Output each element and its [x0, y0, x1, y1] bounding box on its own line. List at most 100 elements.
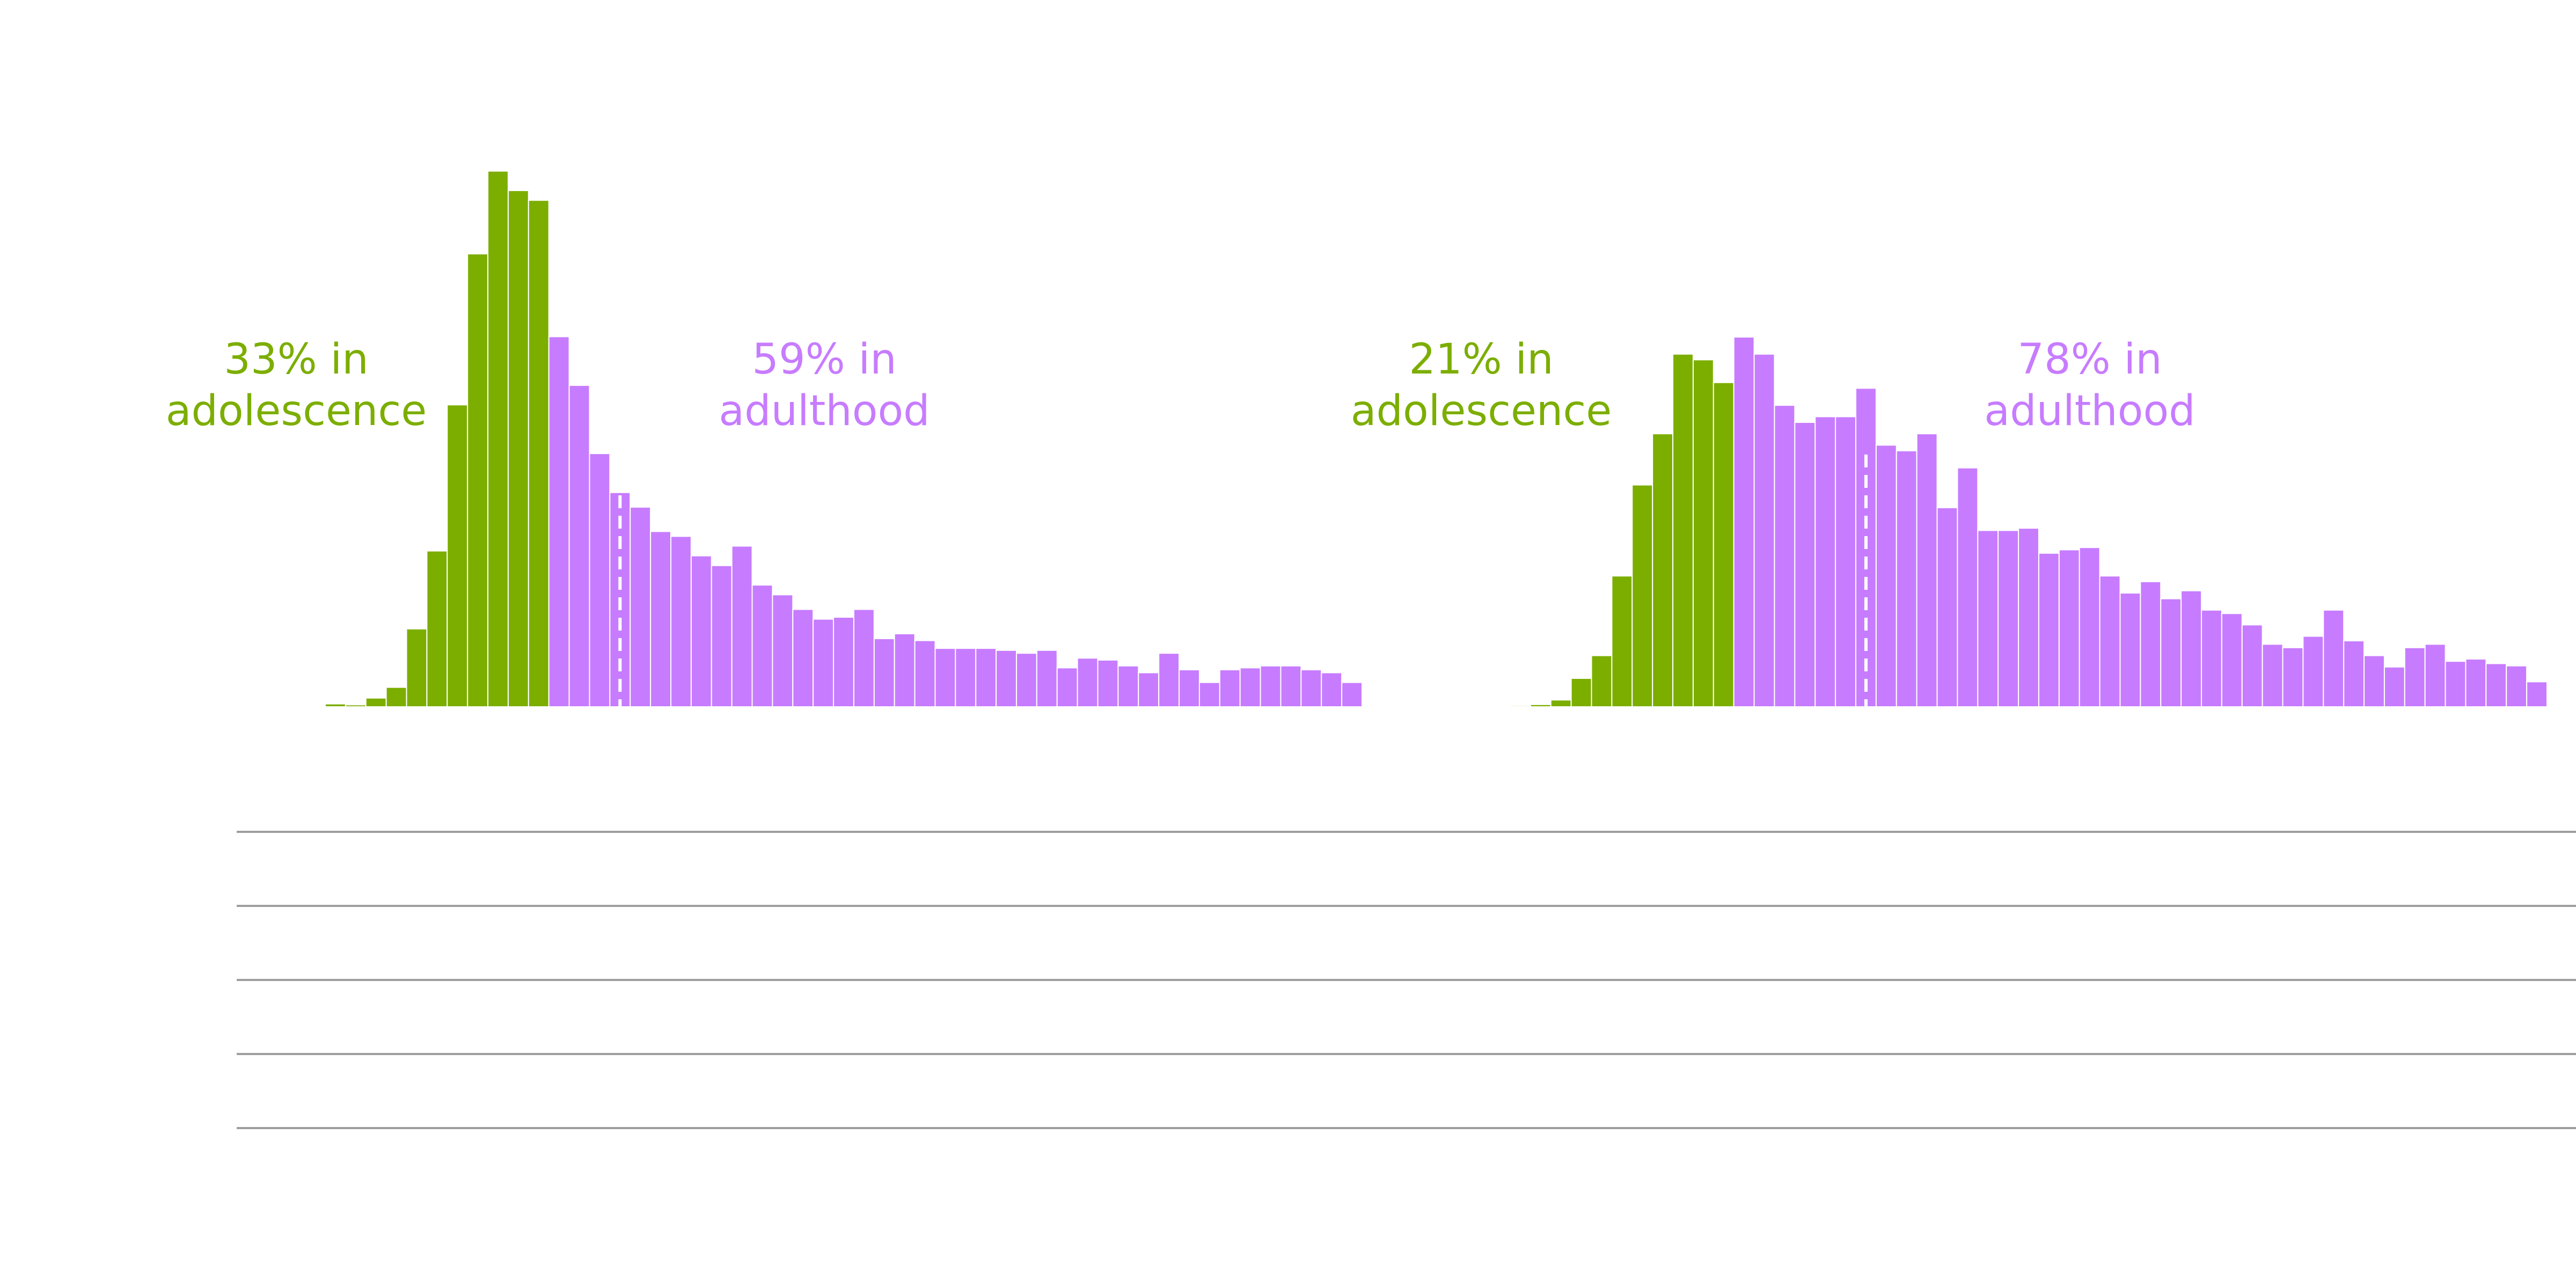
histogram-bar — [1916, 433, 1938, 707]
histogram-bar — [1260, 665, 1282, 708]
histogram-bar — [2180, 590, 2202, 708]
histogram-bar — [487, 170, 509, 707]
histogram-bar — [772, 594, 794, 708]
histogram-bar — [2201, 609, 2222, 708]
histogram-bar — [2099, 575, 2121, 707]
horizontal-rules — [237, 831, 2576, 1129]
histogram-bar — [2383, 666, 2405, 708]
histogram-bar — [731, 545, 753, 708]
histogram-bar — [2140, 581, 2162, 708]
histogram-bar — [345, 704, 367, 707]
histogram-bar — [2506, 665, 2528, 708]
histogram-bar — [447, 404, 469, 707]
histogram-bar — [2038, 552, 2060, 708]
annotation-left-adulthood-line2: adulthood — [719, 387, 930, 435]
histogram-bar — [751, 584, 773, 707]
histogram-bar — [1117, 665, 1139, 708]
histogram-bar — [2058, 549, 2080, 707]
histogram-bar — [813, 618, 835, 708]
annotation-right-adolescence-line2: adolescence — [1351, 387, 1612, 435]
histogram-bar — [1936, 507, 1958, 707]
histogram-bar — [1198, 682, 1220, 708]
histogram-bar — [1957, 467, 1979, 707]
histogram-bar — [2526, 681, 2548, 707]
histogram-bar — [914, 640, 936, 707]
annotation-left-adulthood-line1: 59% in — [752, 335, 896, 384]
histogram-bar — [1300, 669, 1322, 708]
histogram-bar — [1997, 530, 2019, 708]
histogram-bar — [1631, 484, 1653, 707]
histogram-bar — [467, 253, 489, 707]
histogram-panel-right — [1510, 336, 2548, 708]
histogram-bar — [406, 628, 428, 708]
histogram-bar — [1219, 669, 1241, 708]
histogram-bar — [833, 617, 854, 708]
histogram-bar — [1016, 653, 1037, 707]
histogram-bar — [1321, 672, 1343, 707]
histogram-bar — [711, 565, 733, 707]
annotation-right-adolescence-line1: 21% in — [1409, 335, 1553, 384]
histogram-bar — [1179, 669, 1200, 708]
histogram-bar — [2160, 598, 2182, 707]
histogram-bar — [1713, 382, 1735, 707]
histogram-bar — [2363, 655, 2385, 707]
histogram-bar — [2221, 613, 2243, 708]
histogram-bar — [1692, 359, 1714, 707]
histogram-bar — [548, 336, 570, 707]
histogram-bar — [2241, 624, 2263, 707]
histogram-bar — [2404, 647, 2426, 708]
histogram-bar — [568, 385, 590, 707]
histogram-bar — [1814, 416, 1836, 707]
histogram-bar — [1835, 416, 1857, 707]
histogram-bar — [1036, 649, 1058, 707]
histogram-bar — [975, 648, 997, 707]
histogram-bar — [1753, 353, 1775, 707]
histogram-bar — [1896, 450, 1918, 707]
histogram-panel-left — [325, 170, 1363, 708]
histogram-bar — [853, 609, 875, 707]
histogram-bar — [1774, 405, 1796, 707]
histogram-bar — [1529, 704, 1552, 708]
histogram-bar — [1097, 659, 1119, 708]
histogram-bar — [589, 453, 611, 707]
histogram-bar — [2302, 635, 2324, 708]
annotation-left-adolescence-line1: 33% in — [224, 335, 368, 384]
histogram-bar — [385, 686, 407, 707]
histogram-bar — [2465, 658, 2487, 707]
histogram-bar — [1591, 655, 1613, 707]
histogram-bar — [2485, 663, 2507, 707]
histogram-bar — [1341, 682, 1363, 708]
histogram-bar — [1875, 444, 1897, 708]
histogram-bar — [792, 609, 814, 707]
histogram-bar — [1158, 653, 1180, 707]
histogram-bar — [1652, 433, 1674, 707]
histogram-bar — [670, 536, 692, 708]
histogram-bar — [1570, 678, 1592, 707]
histogram-bar — [1611, 575, 1633, 707]
histogram-bar — [325, 703, 346, 708]
annotation-right-adulthood-line1: 78% in — [2017, 335, 2162, 384]
histogram-bar — [2018, 528, 2039, 707]
histogram-bar — [2079, 547, 2101, 707]
annotation-left-adolescence-line2: adolescence — [166, 387, 427, 435]
histogram-bar — [1977, 530, 1999, 708]
histogram-bar — [955, 648, 977, 707]
histogram-bar — [650, 531, 671, 707]
histogram-bar — [365, 697, 387, 708]
histogram-bar — [996, 649, 1017, 707]
histogram-bar — [1280, 665, 1302, 708]
histogram-bar — [1239, 667, 1261, 708]
histogram-bar — [507, 190, 529, 707]
histogram-bar — [1138, 672, 1160, 707]
histogram-bar — [2445, 661, 2467, 707]
histogram-bar — [2424, 643, 2446, 708]
histogram-bar — [1733, 336, 1755, 707]
histogram-bar — [894, 633, 916, 708]
histogram-bar — [2262, 643, 2284, 708]
histogram-bar — [934, 648, 956, 707]
histogram-bar — [1510, 705, 1531, 708]
histogram-bar — [873, 638, 895, 707]
annotation-right-adulthood-line2: adulthood — [1984, 387, 2195, 435]
histogram-bar — [2323, 609, 2345, 708]
histogram-bar — [2282, 647, 2304, 708]
